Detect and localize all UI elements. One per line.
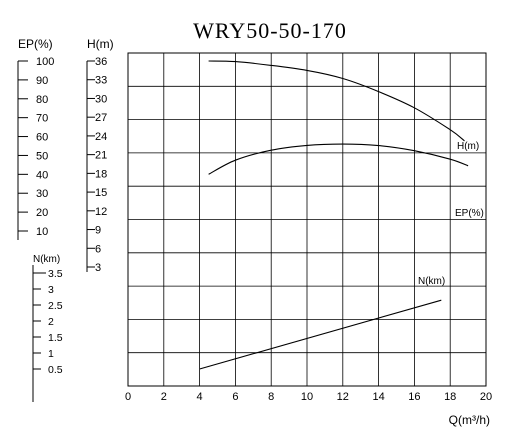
n-axis-tick-label: 2.5 — [48, 300, 63, 312]
x-tick-label: 2 — [161, 391, 167, 403]
h-axis-tick-label: 24 — [95, 131, 107, 143]
x-tick-label: 18 — [444, 391, 456, 403]
ep-axis-tick-label: 70 — [36, 113, 48, 125]
ep-axis-tick-label: 20 — [36, 207, 48, 219]
x-tick-label: 10 — [301, 391, 313, 403]
n-axis-tick-label: 2 — [48, 316, 54, 328]
h-axis-tick-label: 33 — [95, 75, 107, 87]
series-line-ep — [208, 143, 469, 175]
ep-axis: 100 90 80 70 60 50 40 30 20 10 — [17, 56, 54, 240]
ep-axis-tick-label: 80 — [36, 94, 48, 106]
series-label-ep: EP(%) — [455, 208, 484, 219]
h-axis-tick-label: 18 — [95, 168, 107, 180]
series-line-h — [208, 60, 465, 142]
ep-axis-tick-label: 90 — [36, 75, 48, 87]
n-axis-tick-label: 1 — [48, 348, 54, 360]
x-tick-label: 8 — [268, 391, 274, 403]
ep-axis-tick-label: 100 — [36, 56, 54, 68]
n-axis-label: N(km) — [33, 254, 60, 265]
h-axis-tick-label: 15 — [95, 187, 107, 199]
n-axis-tick-label: 1.5 — [48, 332, 63, 344]
h-axis-tick-label: 30 — [95, 93, 107, 105]
h-axis-tick-label: 9 — [95, 225, 101, 237]
h-axis-tick-label: 12 — [95, 206, 107, 218]
x-axis-label: Q(m³/h) — [449, 413, 490, 427]
x-axis: 0 2 4 6 8 10 12 14 16 18 20 — [125, 391, 492, 403]
series-label-n: N(km) — [418, 276, 445, 287]
x-tick-label: 6 — [232, 391, 238, 403]
series-line-n — [199, 299, 442, 370]
h-axis: 36 33 30 27 24 21 18 15 12 9 6 3 — [86, 56, 107, 274]
h-axis-tick-label: 6 — [95, 243, 101, 255]
ep-axis-tick-label: 10 — [36, 226, 48, 238]
ep-axis-label: EP(%) — [18, 37, 53, 51]
series-lines — [199, 60, 469, 370]
x-tick-label: 14 — [372, 391, 384, 403]
x-tick-label: 16 — [408, 391, 420, 403]
h-axis-tick-label: 27 — [95, 112, 107, 124]
n-axis-tick-label: 0.5 — [48, 364, 63, 376]
n-axis-tick-label: 3.5 — [48, 268, 63, 280]
x-tick-label: 0 — [125, 391, 131, 403]
x-tick-label: 12 — [337, 391, 349, 403]
chart-title: WRY50-50-170 — [193, 18, 347, 43]
ep-axis-tick-label: 60 — [36, 132, 48, 144]
plot-grid — [127, 52, 487, 387]
h-axis-label: H(m) — [87, 37, 114, 51]
h-axis-tick-label: 21 — [95, 150, 107, 162]
ep-axis-tick-label: 30 — [36, 188, 48, 200]
n-axis: 3.5 3 2.5 2 1.5 1 0.5 — [32, 265, 63, 402]
h-axis-tick-label: 3 — [95, 262, 101, 274]
h-axis-tick-label: 36 — [95, 56, 107, 68]
x-tick-label: 20 — [480, 391, 492, 403]
ep-axis-tick-label: 50 — [36, 150, 48, 162]
series-label-h: H(m) — [457, 141, 479, 152]
x-tick-label: 4 — [197, 391, 203, 403]
ep-axis-tick-label: 40 — [36, 169, 48, 181]
n-axis-tick-label: 3 — [48, 284, 54, 296]
